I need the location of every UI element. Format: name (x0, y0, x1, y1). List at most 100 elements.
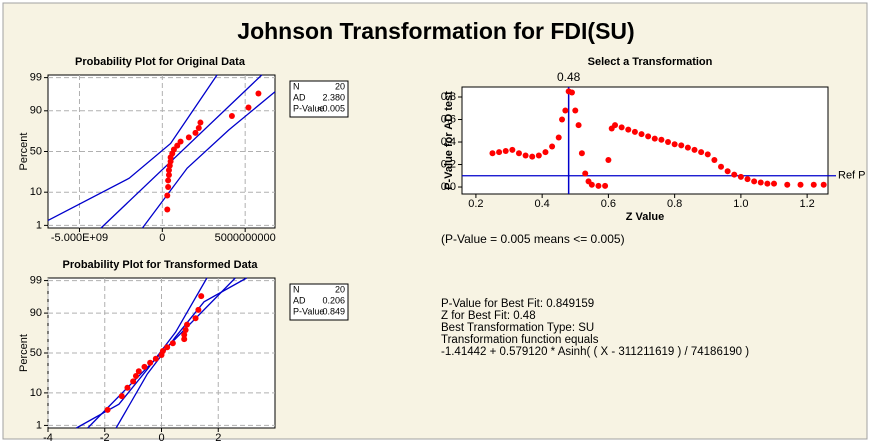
y-tick-label: 99 (30, 274, 42, 286)
chart-title: Select a Transformation (588, 56, 713, 68)
main-title: Johnson Transformation for FDI(SU) (237, 18, 634, 44)
point (757, 179, 764, 186)
y-tick-label: 90 (30, 105, 42, 117)
point (529, 153, 536, 160)
x-tick-label: 0.4 (535, 198, 550, 210)
point (165, 177, 172, 184)
y-tick-label: 0.2 (441, 158, 456, 170)
point (535, 152, 542, 159)
y-tick-label: 1 (36, 219, 42, 231)
point (169, 340, 176, 347)
summary-line: Transformation function equals (441, 334, 599, 346)
point (671, 141, 678, 148)
point (522, 152, 529, 159)
fit-line (47, 74, 218, 221)
stats-label: P-Value (293, 103, 324, 113)
point (184, 321, 191, 328)
y-axis-label: Percent (18, 334, 30, 372)
point (605, 157, 612, 164)
fit-line (141, 91, 276, 229)
point (502, 148, 509, 155)
point (578, 150, 585, 157)
y-tick-label: 0.8 (441, 91, 456, 103)
point (177, 138, 184, 145)
point (582, 170, 589, 177)
point (602, 182, 609, 189)
point (549, 143, 556, 150)
point (159, 348, 166, 355)
chart-title: Probability Plot for Original Data (75, 56, 246, 68)
point (164, 206, 171, 213)
y-tick-label: 99 (30, 72, 42, 84)
stats-value: 20 (335, 284, 345, 294)
point (118, 393, 125, 400)
point (515, 150, 522, 157)
point (575, 122, 582, 129)
x-tick-label: 0.8 (667, 198, 682, 210)
point (245, 104, 252, 111)
point (678, 142, 685, 149)
x-axis-label: Z Value (626, 211, 665, 223)
point (612, 122, 619, 129)
y-axis-label: Percent (18, 133, 30, 171)
point (568, 89, 575, 96)
fit-line (115, 277, 247, 429)
point (797, 181, 804, 188)
point (164, 344, 171, 351)
point (618, 124, 625, 131)
point (255, 90, 262, 97)
y-tick-label: 0.4 (441, 136, 456, 148)
point (562, 107, 569, 114)
stats-value: 20 (335, 81, 345, 91)
point (665, 139, 672, 146)
point (651, 135, 658, 142)
point (572, 107, 579, 114)
point (185, 134, 192, 141)
stats-label: AD (293, 92, 306, 102)
point (751, 178, 758, 185)
point (704, 151, 711, 158)
stats-value: <0.005 (317, 103, 345, 113)
point (691, 146, 698, 153)
y-tick-label: 0.6 (441, 113, 456, 125)
point (542, 149, 549, 156)
point (182, 327, 189, 334)
point (496, 149, 503, 156)
x-tick-label: -2 (100, 432, 110, 442)
point (588, 181, 595, 188)
y-tick-label: 10 (30, 387, 42, 399)
point (711, 157, 718, 164)
stats-value: 2.380 (322, 92, 345, 102)
summary-line: Z for Best Fit: 0.48 (441, 310, 536, 322)
y-tick-label: 90 (30, 307, 42, 319)
x-tick-label: -5.000E+09 (51, 232, 108, 244)
point (744, 176, 751, 183)
point (718, 163, 725, 170)
point (152, 355, 159, 362)
point (164, 192, 171, 199)
reference-label: Ref P (838, 170, 866, 182)
point (132, 372, 139, 379)
stats-label: N (293, 284, 300, 294)
stats-box (289, 283, 349, 321)
x-tick-label: 5000000000 (215, 232, 276, 244)
point (195, 125, 202, 132)
point (195, 306, 202, 313)
point (141, 363, 148, 370)
point (658, 136, 665, 143)
stats-label: P-Value (293, 306, 324, 316)
summary-line: Best Transformation Type: SU (441, 322, 594, 334)
y-axis-label: P-Value for AD test (443, 91, 455, 190)
summary-line: P-Value for Best Fit: 0.849159 (441, 298, 594, 310)
point (559, 116, 566, 123)
stats-box (289, 80, 349, 118)
point (192, 129, 199, 136)
point (737, 173, 744, 180)
x-tick-label: -4 (43, 432, 53, 442)
y-tick-label: 10 (30, 186, 42, 198)
point (595, 182, 602, 189)
y-tick-label: 50 (30, 145, 42, 157)
point (698, 149, 705, 156)
stats-value: 0.849 (322, 306, 345, 316)
